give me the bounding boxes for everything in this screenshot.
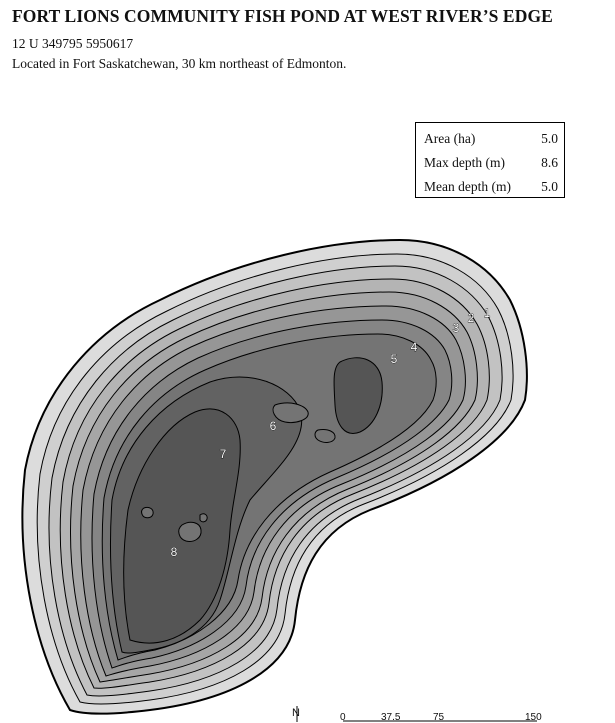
scale-label: 75 xyxy=(433,712,445,723)
stat-label: Mean depth (m) xyxy=(424,179,511,194)
depth-label-2: 2 xyxy=(468,311,475,325)
depth-label-4: 4 xyxy=(411,340,418,354)
stat-label: Max depth (m) xyxy=(424,155,505,170)
scale-label: 0 xyxy=(340,712,346,723)
depth-label-7: 7 xyxy=(220,447,227,461)
shoal-islet-1 xyxy=(314,429,336,443)
depth-label-1: 1 xyxy=(484,306,491,320)
scale-label: 37.5 xyxy=(381,712,401,723)
north-label: N xyxy=(292,707,300,719)
lake-stats-table: Area (ha) 5.0 Max depth (m) 8.6 Mean dep… xyxy=(415,122,565,198)
depth-label-8: 8 xyxy=(171,545,178,559)
shoal-islet-4 xyxy=(199,513,208,523)
depth-label-5: 5 xyxy=(391,352,398,366)
map-title: FORT LIONS COMMUNITY FISH POND AT WEST R… xyxy=(12,6,553,26)
location-description: Located in Fort Saskatchewan, 30 km nort… xyxy=(12,56,347,71)
stat-row-mean-depth: Mean depth (m) 5.0 xyxy=(424,175,558,199)
depth-label-3: 3 xyxy=(453,321,460,335)
shoal-islet-2 xyxy=(178,521,202,542)
deep-basin-east xyxy=(333,357,383,434)
utm-coordinates: 12 U 349795 5950617 xyxy=(12,36,134,51)
depth-labels: 123 45 6 7 8 xyxy=(170,306,491,560)
depth-contours xyxy=(21,238,528,715)
stat-row-max-depth: Max depth (m) 8.6 xyxy=(424,151,558,175)
stat-value: 5.0 xyxy=(541,131,558,146)
stat-value: 5.0 xyxy=(541,179,558,194)
shoal-islet-3 xyxy=(141,506,154,519)
stat-label: Area (ha) xyxy=(424,131,476,146)
shoal-island xyxy=(272,402,309,423)
depth-label-6: 6 xyxy=(270,419,277,433)
stat-value: 8.6 xyxy=(541,155,558,170)
scale-label: 150 xyxy=(525,712,542,723)
stat-row-area: Area (ha) 5.0 xyxy=(424,127,558,151)
